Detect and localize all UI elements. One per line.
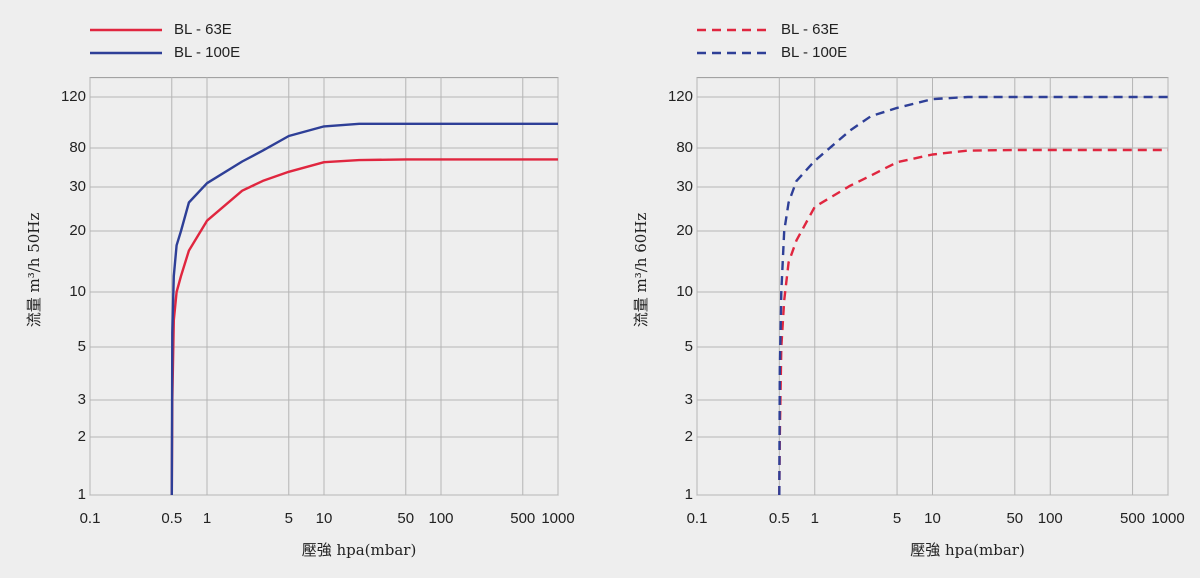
y-tick-label: 3 [78,391,86,408]
x-tick-label: 100 [428,510,453,527]
x-tick-label: 10 [316,510,333,527]
data-line [778,95,1168,496]
panel: 1 2 3 5 10 20 30 80 120 0.1 0.5 1 5 10 50 100 500 1000 壓強 … [25,21,575,559]
x-tick-label: 1 [203,510,211,527]
x-tick-label: 1000 [541,510,574,527]
panel: 1 2 3 5 10 20 30 80 120 0.1 0.5 1 5 10 50 100 500 1000 壓強 … [632,21,1185,559]
data-line [778,148,1168,496]
x-tick-label: 500 [1120,510,1145,527]
y-tick-label: 1 [685,486,693,503]
y-tick-label: 20 [676,222,693,239]
x-tick-label: 0.1 [687,510,708,527]
y-tick-label: 5 [685,338,693,355]
x-tick-label: 5 [893,510,901,527]
y-tick-label: 2 [78,428,86,445]
y-tick-label: 30 [676,178,693,195]
x-tick-label: 500 [510,510,535,527]
y-tick-label: 20 [69,222,86,239]
legend-label: BL - 100E [174,44,240,61]
x-tick-label: 5 [285,510,293,527]
y-tick-label: 5 [78,338,86,355]
y-tick-label: 120 [61,88,86,105]
y-tick-label: 1 [78,486,86,503]
y-tick-label: 80 [676,139,693,156]
y-tick-label: 120 [668,88,693,105]
y-axis-title: 流量 m³/h 60Hz [632,213,650,328]
y-axis-title: 流量 m³/h 50Hz [25,213,43,328]
x-tick-label: 1 [811,510,819,527]
x-tick-label: 1000 [1151,510,1184,527]
data-line [170,158,558,496]
y-tick-label: 80 [69,139,86,156]
x-tick-label: 100 [1038,510,1063,527]
legend-label: BL - 100E [781,44,847,61]
data-line [170,122,558,496]
x-tick-label: 10 [924,510,941,527]
legend-label: BL - 63E [174,21,232,38]
x-tick-label: 0.5 [769,510,790,527]
y-tick-label: 10 [676,283,693,300]
x-tick-label: 50 [397,510,414,527]
y-tick-label: 10 [69,283,86,300]
x-tick-label: 50 [1006,510,1023,527]
y-tick-label: 30 [69,178,86,195]
y-tick-label: 3 [685,391,693,408]
x-tick-label: 0.5 [161,510,182,527]
legend-label: BL - 63E [781,21,839,38]
x-tick-label: 0.1 [80,510,101,527]
x-axis-title: 壓強 hpa(mbar) [910,541,1025,559]
x-axis-title: 壓強 hpa(mbar) [302,541,417,559]
y-tick-label: 2 [685,428,693,445]
